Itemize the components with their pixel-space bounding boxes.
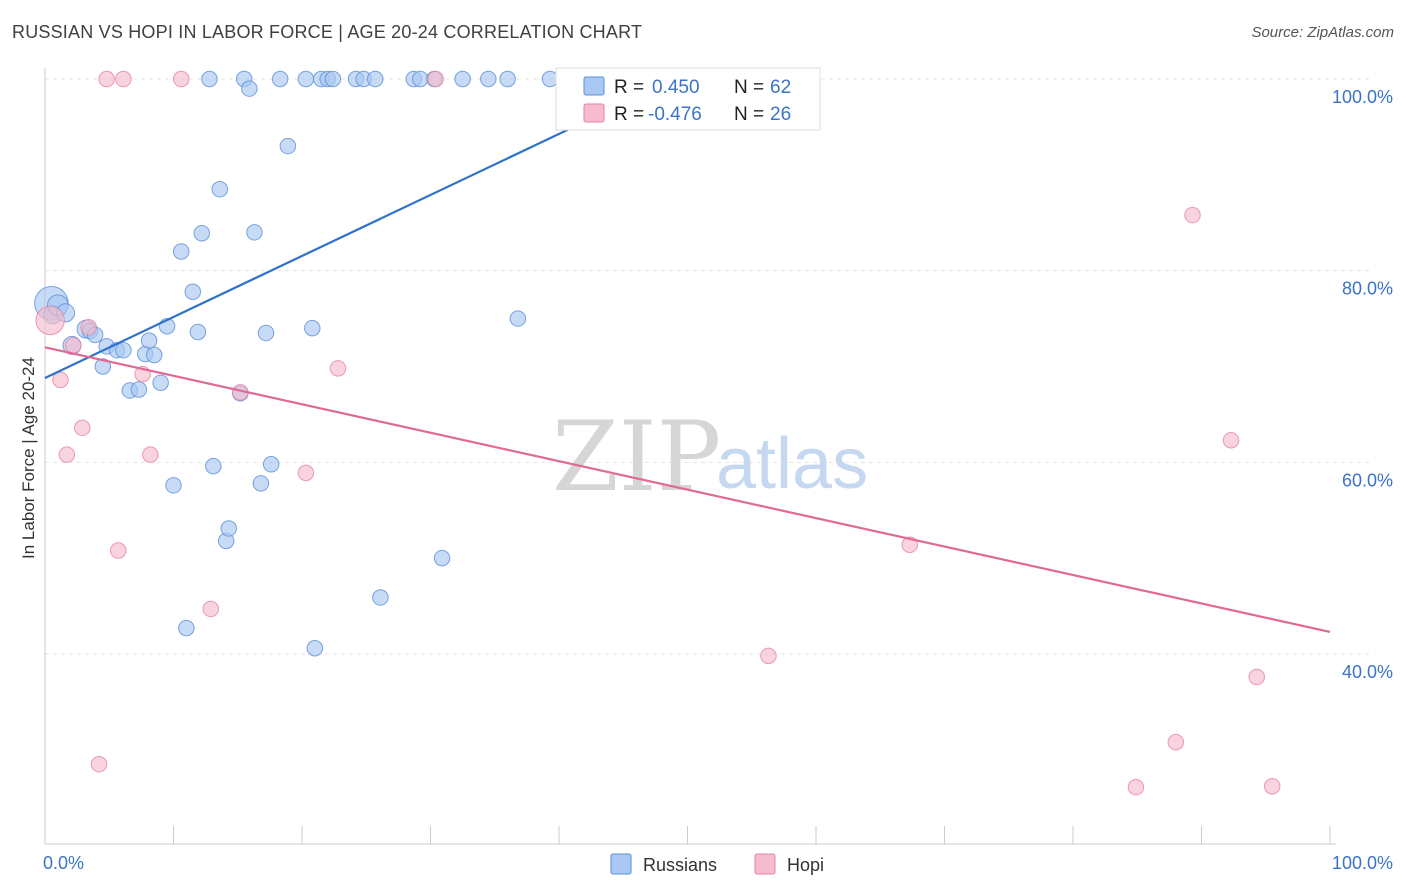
stats-n-value-hopi: 26 <box>770 104 791 125</box>
grid-lines <box>45 78 1370 655</box>
series-russians <box>34 70 814 657</box>
russians-point-13 <box>130 381 148 398</box>
axes <box>44 68 1336 845</box>
y-tick-label-80: 80.0% <box>1342 279 1393 299</box>
hopi-point-12 <box>172 70 190 88</box>
russians-point-53 <box>454 70 471 88</box>
hopi-point-2 <box>58 446 76 463</box>
hopi-point-25 <box>1263 778 1281 795</box>
legend-label-russians: Russians <box>643 855 717 875</box>
stats-n-value-russians: 62 <box>770 77 791 98</box>
stats-r-label-hopi: R = <box>614 104 644 125</box>
russians-point-26 <box>205 457 222 475</box>
russians-point-44 <box>324 70 342 88</box>
legend-swatch-hopi <box>754 853 776 875</box>
stats-n-label-russians: N = <box>734 77 764 98</box>
hopi-point-0 <box>35 305 65 336</box>
y-axis-title: In Labor Force | Age 20-24 <box>19 357 38 559</box>
russians-point-17 <box>152 374 169 392</box>
hopi-point-3 <box>65 337 82 354</box>
russians-point-40 <box>304 319 321 337</box>
tick-labels: 40.0% 60.0% 80.0% 100.0% 0.0% 100.0% <box>43 87 1393 873</box>
russians-point-47 <box>367 70 384 88</box>
hopi-point-16 <box>329 360 347 377</box>
russians-point-8 <box>94 358 112 375</box>
hopi-point-4 <box>74 419 91 437</box>
hopi-point-11 <box>142 446 159 463</box>
hopi-point-17 <box>427 70 444 88</box>
russians-point-21 <box>178 619 195 637</box>
hopi-point-20 <box>1184 206 1201 224</box>
russians-point-34 <box>252 475 270 492</box>
stats-legend-box: R = 0.450 N = 62 R = -0.476 N = 26 <box>555 67 821 131</box>
hopi-trend-line <box>44 346 1331 634</box>
series-hopi <box>35 70 1281 796</box>
hopi-point-23 <box>1167 733 1185 751</box>
hopi-point-8 <box>110 542 127 559</box>
legend-swatch-russians <box>610 853 632 875</box>
russians-point-23 <box>189 323 207 341</box>
hopi-point-7 <box>98 70 115 88</box>
x-tick-label-min: 0.0% <box>43 853 84 873</box>
hopi-point-9 <box>115 70 132 88</box>
watermark: ZIP atlas <box>552 401 868 513</box>
russians-point-32 <box>241 80 258 97</box>
russians-point-15 <box>140 332 158 349</box>
russians-point-11 <box>115 341 132 359</box>
russians-point-37 <box>271 70 289 88</box>
stats-swatch-russians <box>583 76 605 96</box>
y-tick-label-60: 60.0% <box>1342 470 1393 490</box>
hopi-point-24 <box>1127 778 1145 796</box>
hopi-point-13 <box>202 600 220 618</box>
russians-point-52 <box>433 549 451 567</box>
russians-point-50 <box>411 70 429 88</box>
russians-point-55 <box>499 70 516 88</box>
y-tick-label-100: 100.0% <box>1332 87 1393 107</box>
watermark-atlas: atlas <box>716 424 868 504</box>
data-points <box>34 70 1281 796</box>
x-tick-label-max: 100.0% <box>1332 853 1393 873</box>
russians-point-16 <box>145 346 163 364</box>
russians-point-56 <box>509 310 527 327</box>
russians-point-19 <box>165 477 182 494</box>
russians-point-22 <box>184 283 202 300</box>
y-tick-label-40: 40.0% <box>1342 662 1393 682</box>
hopi-point-6 <box>90 755 108 773</box>
chart-source: Source: ZipAtlas.com <box>1251 24 1394 41</box>
russians-point-27 <box>211 180 229 198</box>
russians-point-25 <box>201 70 218 88</box>
russians-point-54 <box>480 70 497 88</box>
hopi-point-19 <box>760 647 777 665</box>
hopi-point-1 <box>52 371 69 389</box>
legend-label-hopi: Hopi <box>787 855 824 875</box>
stats-swatch-hopi <box>583 103 605 123</box>
watermark-zip: ZIP <box>552 401 721 513</box>
russians-point-41 <box>306 640 324 657</box>
legend: Russians Hopi <box>610 853 824 875</box>
chart-title: RUSSIAN VS HOPI IN LABOR FORCE | AGE 20-… <box>12 22 643 42</box>
trend-lines <box>44 78 1331 634</box>
hopi-point-15 <box>297 464 315 482</box>
stats-r-label-russians: R = <box>614 77 644 98</box>
russians-point-35 <box>257 324 275 342</box>
russians-point-20 <box>172 243 190 260</box>
hopi-point-21 <box>1222 432 1240 449</box>
russians-point-38 <box>279 137 297 155</box>
hopi-point-22 <box>1248 668 1265 686</box>
russians-point-33 <box>246 224 263 241</box>
stats-r-value-hopi: -0.476 <box>648 104 702 125</box>
hopi-point-5 <box>80 318 97 336</box>
stats-r-value-russians: 0.450 <box>652 77 700 98</box>
russians-point-36 <box>262 456 280 473</box>
russians-point-29 <box>220 520 237 537</box>
hopi-point-18 <box>901 536 919 553</box>
russians-point-57 <box>541 70 559 88</box>
russians-point-48 <box>372 589 389 606</box>
russians-point-24 <box>193 225 211 242</box>
russians-point-39 <box>297 70 315 88</box>
stats-n-label-hopi: N = <box>734 104 764 125</box>
